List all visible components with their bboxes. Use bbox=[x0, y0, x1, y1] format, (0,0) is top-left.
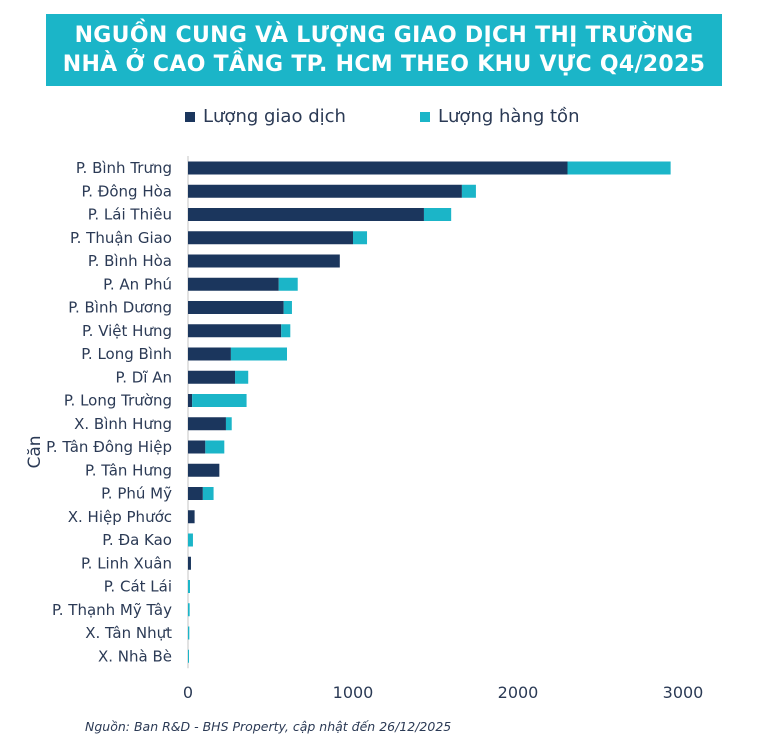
bar-inventory bbox=[188, 626, 190, 640]
bar-inventory bbox=[423, 208, 452, 221]
x-tick-label: 1000 bbox=[333, 683, 374, 702]
y-axis-label: Căn bbox=[25, 435, 45, 468]
bar-transactions bbox=[188, 301, 284, 314]
category-label: P. Linh Xuân bbox=[81, 554, 172, 572]
bar-inventory bbox=[283, 301, 292, 314]
bar-inventory bbox=[230, 347, 287, 361]
category-label: P. Đông Hòa bbox=[82, 182, 173, 200]
bar-transactions bbox=[188, 161, 568, 175]
title-line-1: NGUỒN CUNG VÀ LƯỢNG GIAO DỊCH THỊ TRƯỜNG bbox=[74, 23, 694, 48]
bar-inventory bbox=[188, 533, 193, 547]
bar-inventory bbox=[567, 161, 671, 175]
bar-inventory bbox=[188, 603, 190, 617]
source-note: Nguồn: Ban R&D - BHS Property, cập nhật … bbox=[85, 719, 452, 734]
bar-transactions bbox=[188, 463, 220, 477]
chart-title: NGUỒN CUNG VÀ LƯỢNG GIAO DỊCH THỊ TRƯỜNG… bbox=[46, 14, 722, 86]
legend-item-inventory: Lượng hàng tồn bbox=[420, 106, 579, 127]
category-label: P. Long Bình bbox=[81, 345, 172, 363]
category-label: P. Thạnh Mỹ Tây bbox=[52, 601, 172, 619]
legend-item-transactions: Lượng giao dịch bbox=[185, 106, 346, 127]
x-tick-label: 3000 bbox=[663, 683, 704, 702]
bar-transactions bbox=[188, 277, 279, 291]
bar-inventory bbox=[235, 370, 249, 384]
bar-transactions bbox=[188, 556, 191, 570]
bar-inventory bbox=[461, 184, 476, 198]
legend-swatch bbox=[420, 112, 430, 122]
category-label: P. Dĩ An bbox=[116, 368, 173, 386]
category-label: X. Tân Nhựt bbox=[85, 624, 172, 642]
category-label: P. An Phú bbox=[103, 275, 172, 293]
bar-inventory bbox=[278, 277, 298, 291]
bar-transactions bbox=[188, 208, 424, 221]
category-label: P. Phú Mỹ bbox=[101, 485, 172, 503]
bar-transactions bbox=[188, 231, 353, 245]
bar-inventory bbox=[188, 580, 190, 593]
legend-label: Lượng hàng tồn bbox=[438, 106, 580, 127]
bar-transactions bbox=[188, 347, 231, 361]
bar-transactions bbox=[188, 394, 193, 407]
category-label: P. Bình Hòa bbox=[88, 252, 172, 270]
category-label: P. Cát Lái bbox=[104, 578, 172, 596]
bar-inventory bbox=[188, 649, 189, 663]
x-tick-label: 2000 bbox=[498, 683, 539, 702]
bar-transactions bbox=[188, 440, 206, 454]
category-label: X. Bình Hưng bbox=[74, 415, 172, 433]
category-label: P. Tân Đông Hiệp bbox=[46, 438, 172, 456]
bar-transactions bbox=[188, 510, 195, 524]
category-label: X. Nhà Bè bbox=[98, 647, 172, 665]
bar-inventory bbox=[225, 417, 232, 431]
legend-swatch bbox=[185, 112, 195, 122]
category-label: P. Long Trường bbox=[64, 392, 172, 410]
legend-label: Lượng giao dịch bbox=[203, 106, 346, 127]
category-label: P. Lái Thiêu bbox=[88, 206, 172, 224]
title-line-2: NHÀ Ở CAO TẦNG TP. HCM THEO KHU VỰC Q4/2… bbox=[62, 52, 706, 77]
x-tick-label: 0 bbox=[183, 683, 193, 702]
bar-inventory bbox=[205, 440, 225, 454]
bar-transactions bbox=[188, 370, 236, 384]
category-label: X. Hiệp Phước bbox=[68, 508, 172, 526]
bar-transactions bbox=[188, 254, 340, 268]
bar-inventory bbox=[281, 324, 291, 338]
bar-inventory bbox=[353, 231, 368, 245]
category-label: P. Đa Kao bbox=[102, 531, 172, 549]
category-label: P. Thuận Giao bbox=[70, 229, 172, 247]
bar-transactions bbox=[188, 184, 462, 198]
bar-transactions bbox=[188, 324, 282, 338]
category-label: P. Bình Trưng bbox=[76, 159, 172, 177]
category-label: P. Tân Hưng bbox=[85, 461, 172, 479]
category-label: P. Bình Dương bbox=[68, 299, 172, 317]
bar-transactions bbox=[188, 417, 226, 431]
bar-inventory bbox=[202, 487, 214, 500]
bar-transactions bbox=[188, 487, 203, 500]
bar-inventory bbox=[192, 394, 247, 407]
category-label: P. Việt Hưng bbox=[82, 322, 172, 340]
